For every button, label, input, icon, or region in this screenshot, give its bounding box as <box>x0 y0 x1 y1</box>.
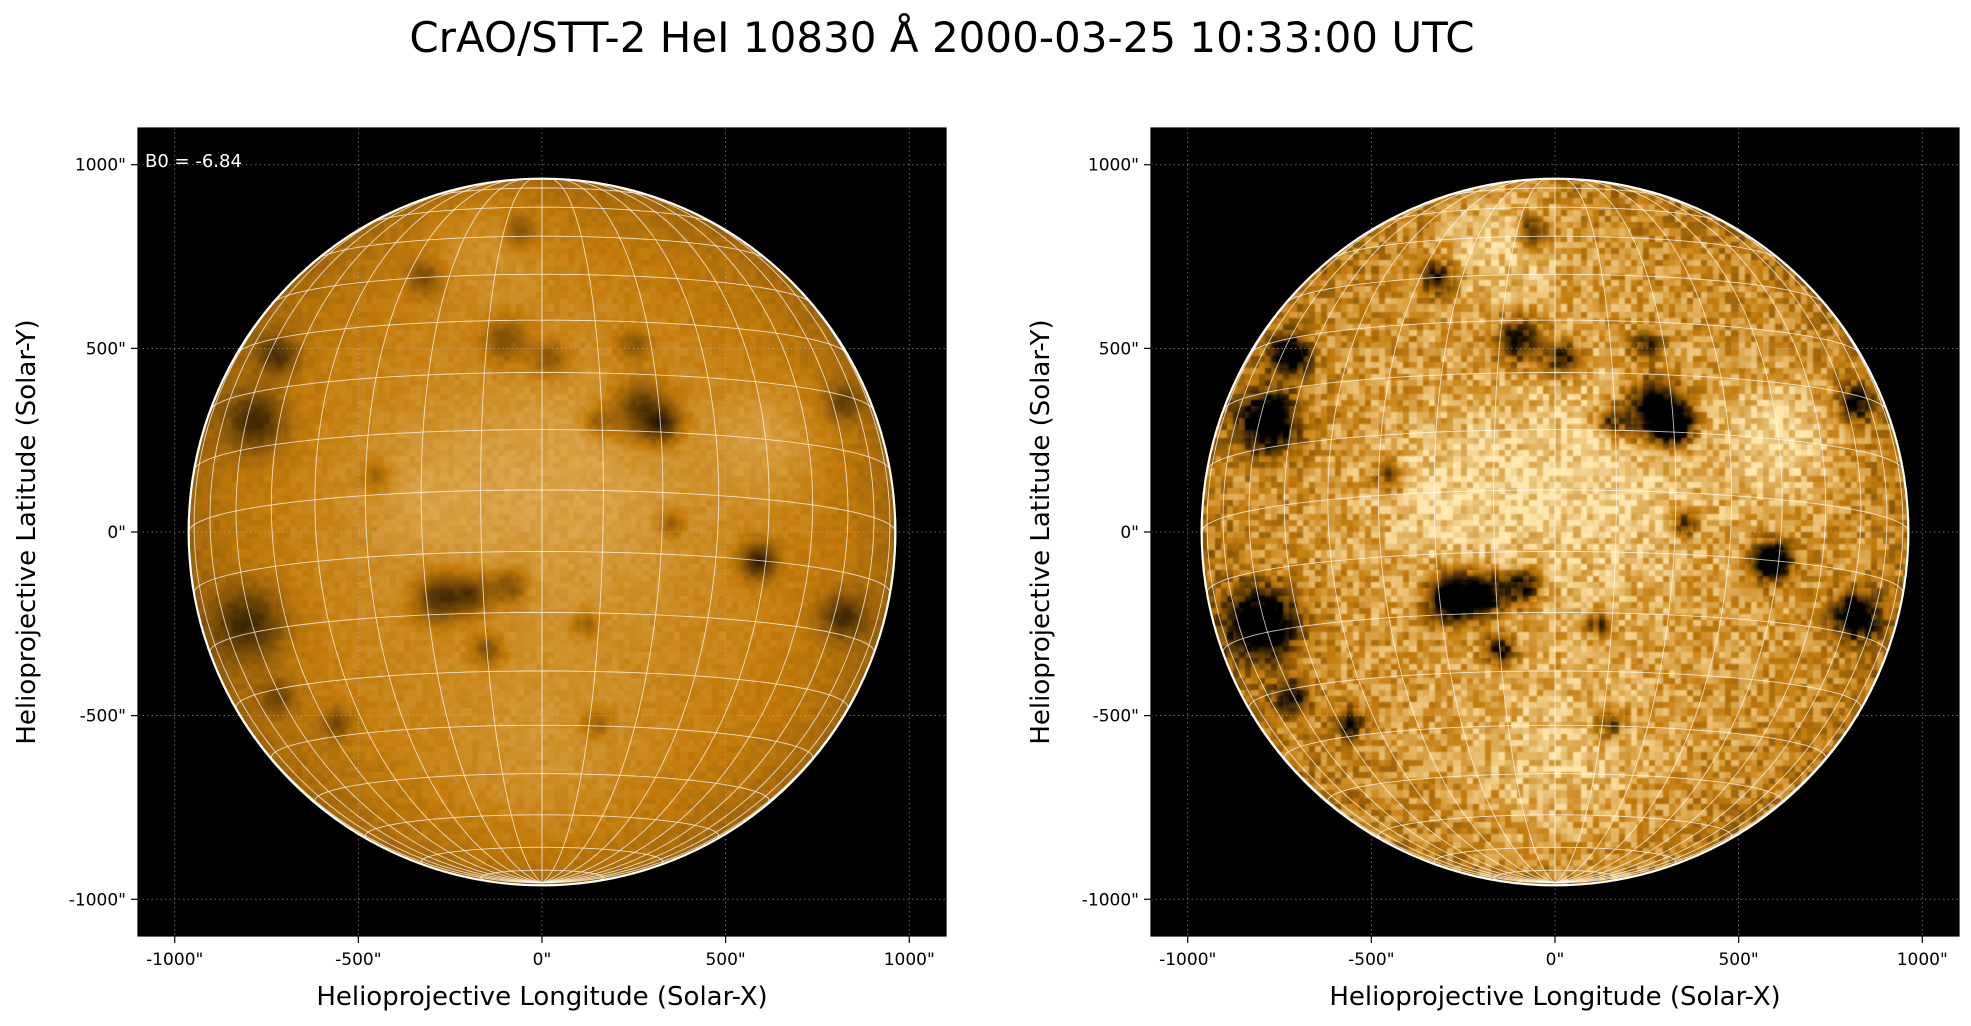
latitude-line <box>480 869 604 883</box>
y-tick-label: -1000" <box>1082 890 1139 910</box>
longitude-line <box>1554 178 1677 884</box>
left-solar-limb <box>187 177 897 887</box>
x-tick-label: -1000" <box>1159 950 1216 970</box>
longitude-line <box>541 179 720 884</box>
x-tick-label: -1000" <box>146 950 203 970</box>
left-xlabel: Helioprojective Longitude (Solar-X) <box>316 982 767 1012</box>
latitude-line <box>235 670 849 709</box>
y-tick-label: 1000" <box>75 156 126 176</box>
y-tick-label: 500" <box>1099 339 1139 359</box>
y-tick-label: -500" <box>1093 707 1139 727</box>
longitude-line <box>541 178 604 884</box>
x-tick-label: 1000" <box>884 950 935 970</box>
longitude-line <box>541 178 664 884</box>
latitude-line <box>1441 187 1669 198</box>
latitude-line <box>209 611 875 654</box>
latitude-line <box>1493 869 1617 883</box>
latitude-line <box>188 489 896 533</box>
latitude-line <box>193 551 891 593</box>
y-tick-label: 0" <box>107 523 126 543</box>
latitude-line <box>314 773 770 805</box>
longitude-line <box>1493 178 1556 884</box>
left-solar-image-panel: -1000" -500" 0" 500" 1000" 1000" 500" 0" -500" -1… <box>12 127 947 1012</box>
latitude-line <box>364 814 720 840</box>
longitude-line <box>314 180 543 884</box>
latitude-line <box>428 187 656 198</box>
latitude-line <box>1222 611 1888 654</box>
latitude-line <box>1327 773 1783 805</box>
latitude-line <box>1223 372 1887 410</box>
latitude-line <box>1206 429 1904 470</box>
x-tick-label: -500" <box>1348 950 1394 970</box>
latitude-line <box>1433 846 1677 867</box>
latitude-line <box>420 846 664 867</box>
latitude-line <box>318 235 766 259</box>
b0-annotation: B0 = -6.84 <box>145 151 242 172</box>
right-ylabel: Helioprojective Latitude (Solar-Y) <box>1026 319 1056 744</box>
x-tick-label: 0" <box>533 950 552 970</box>
latitude-line <box>236 319 848 355</box>
right-solar-limb <box>1200 177 1910 887</box>
figure-title: CrAO/STT-2 HeI 10830 Å 2000-03-25 10:33:… <box>409 13 1475 62</box>
x-tick-label: 500" <box>1718 950 1758 970</box>
longitude-line <box>1377 179 1556 884</box>
latitude-line <box>1331 235 1779 259</box>
latitude-line <box>210 372 874 410</box>
longitude-line <box>541 180 770 884</box>
longitude-line <box>364 179 543 884</box>
longitude-line <box>480 178 543 884</box>
longitude-line <box>235 186 543 884</box>
latitude-line <box>1283 724 1827 760</box>
left-ylabel: Helioprojective Latitude (Solar-Y) <box>12 319 42 744</box>
x-tick-label: 0" <box>1546 950 1565 970</box>
x-tick-label: -500" <box>335 950 381 970</box>
latitude-line <box>1381 206 1729 225</box>
latitude-line <box>1377 814 1733 840</box>
y-tick-label: 1000" <box>1088 156 1139 176</box>
longitude-line <box>1554 179 1733 884</box>
latitude-line <box>368 206 716 225</box>
left-heliographic-grid <box>188 178 896 884</box>
x-tick-label: 500" <box>705 950 745 970</box>
y-tick-label: 0" <box>1120 523 1139 543</box>
latitude-line <box>1248 670 1862 709</box>
right-tick-marks: -1000" -500" 0" 500" 1000" 1000" 500" 0" -500" -1… <box>1082 156 1948 970</box>
y-tick-label: -1000" <box>69 890 126 910</box>
longitude-line <box>1433 178 1556 884</box>
y-tick-label: 500" <box>86 339 126 359</box>
right-xlabel: Helioprojective Longitude (Solar-X) <box>1329 982 1780 1012</box>
longitude-line <box>541 186 849 884</box>
longitude-line <box>1327 180 1556 884</box>
longitude-line <box>1554 186 1862 884</box>
longitude-line <box>420 178 543 884</box>
y-tick-label: -500" <box>80 707 126 727</box>
latitude-line <box>193 429 891 470</box>
longitude-line <box>1248 186 1556 884</box>
latitude-line <box>1285 273 1825 304</box>
left-tick-marks: -1000" -500" 0" 500" 1000" 1000" 500" 0" -500" -1… <box>69 156 935 970</box>
x-tick-label: 1000" <box>1897 950 1948 970</box>
longitude-line <box>1554 178 1617 884</box>
right-heliographic-grid <box>1201 178 1909 884</box>
latitude-line <box>270 724 814 760</box>
latitude-line <box>1249 319 1861 355</box>
right-solar-image-panel: -1000" -500" 0" 500" 1000" 1000" 500" 0" -500" -1… <box>1026 127 1960 1012</box>
longitude-line <box>1554 180 1783 884</box>
latitude-line <box>1201 489 1909 533</box>
latitude-line <box>1206 551 1904 593</box>
latitude-line <box>272 273 812 304</box>
